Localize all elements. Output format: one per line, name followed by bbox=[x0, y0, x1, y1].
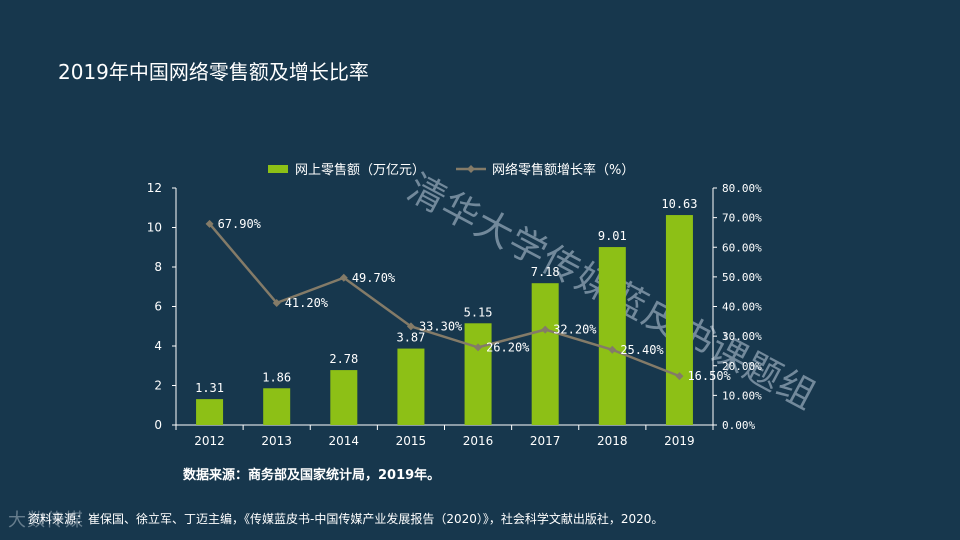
line-point bbox=[406, 322, 415, 331]
reference-note: 资料来源：崔保国、徐立军、丁迈主编，《传媒蓝皮书-中国传媒产业发展报告（2020… bbox=[28, 512, 664, 526]
bar-data-label: 5.15 bbox=[464, 305, 493, 319]
bar-data-label: 7.18 bbox=[531, 265, 560, 279]
x-tick-label: 2013 bbox=[261, 434, 292, 448]
line-point bbox=[541, 325, 550, 334]
y-left-tick-label: 6 bbox=[154, 300, 162, 314]
y-right-tick-label: 40.00% bbox=[722, 301, 762, 314]
line-data-label: 26.20% bbox=[486, 340, 530, 354]
bar bbox=[263, 388, 291, 425]
line-data-label: 25.40% bbox=[620, 343, 664, 357]
y-left-tick-label: 4 bbox=[154, 339, 162, 353]
y-left-tick-label: 12 bbox=[147, 181, 162, 195]
bar-data-label: 3.87 bbox=[396, 331, 425, 345]
y-right-tick-label: 30.00% bbox=[722, 330, 762, 343]
y-right-tick-label: 80.00% bbox=[722, 182, 762, 195]
bar bbox=[330, 370, 358, 425]
legend-bar-swatch bbox=[268, 165, 288, 173]
bar-data-label: 9.01 bbox=[598, 229, 627, 243]
legend-line-marker bbox=[467, 165, 475, 173]
y-left-tick-label: 8 bbox=[154, 260, 162, 274]
line-point bbox=[675, 372, 684, 381]
y-right-tick-label: 0.00% bbox=[722, 419, 755, 432]
bar bbox=[598, 247, 626, 425]
x-tick-label: 2014 bbox=[329, 434, 360, 448]
line-point bbox=[608, 345, 617, 354]
data-source-note: 数据来源：商务部及国家统计局，2019年。 bbox=[183, 468, 441, 483]
line-data-label: 33.30% bbox=[419, 319, 463, 333]
legend-line-label: 网络零售额增长率（%） bbox=[492, 162, 634, 178]
x-tick-label: 2016 bbox=[463, 434, 494, 448]
y-left-tick-label: 0 bbox=[154, 418, 162, 432]
legend-bar-label: 网上零售额（万亿元） bbox=[295, 162, 425, 178]
line-data-label: 49.70% bbox=[352, 271, 396, 285]
bar bbox=[196, 399, 224, 425]
line-data-label: 32.20% bbox=[553, 323, 597, 337]
y-right-tick-label: 60.00% bbox=[722, 241, 762, 254]
growth-rate-line bbox=[208, 223, 680, 378]
bar bbox=[397, 348, 425, 425]
line-point bbox=[339, 273, 348, 282]
bar bbox=[464, 323, 492, 425]
bar-data-label: 2.78 bbox=[329, 352, 358, 366]
bar bbox=[531, 283, 559, 425]
y-right-tick-label: 20.00% bbox=[722, 360, 762, 373]
y-left-tick-label: 2 bbox=[154, 379, 162, 393]
line-point bbox=[272, 298, 281, 307]
line-point bbox=[205, 219, 214, 228]
x-tick-label: 2018 bbox=[597, 434, 628, 448]
x-tick-label: 2015 bbox=[396, 434, 427, 448]
bar bbox=[665, 215, 693, 425]
line-data-label: 16.50% bbox=[687, 369, 731, 383]
line-point bbox=[474, 343, 483, 352]
bar-data-label: 1.31 bbox=[195, 381, 224, 395]
x-tick-label: 2012 bbox=[194, 434, 225, 448]
y-left-tick-label: 10 bbox=[147, 221, 162, 235]
y-right-tick-label: 70.00% bbox=[722, 212, 762, 225]
page-title: 2019年中国网络零售额及增长比率 bbox=[58, 60, 369, 84]
line-data-label: 41.20% bbox=[285, 296, 329, 310]
bar-data-label: 1.86 bbox=[262, 370, 291, 384]
y-right-tick-label: 10.00% bbox=[722, 389, 762, 402]
x-tick-label: 2017 bbox=[530, 434, 561, 448]
line-data-label: 67.90% bbox=[218, 217, 262, 231]
bar-data-label: 10.63 bbox=[661, 197, 697, 211]
y-right-tick-label: 50.00% bbox=[722, 271, 762, 284]
logo-watermark: 大数传媒 bbox=[8, 510, 84, 531]
x-tick-label: 2019 bbox=[664, 434, 695, 448]
